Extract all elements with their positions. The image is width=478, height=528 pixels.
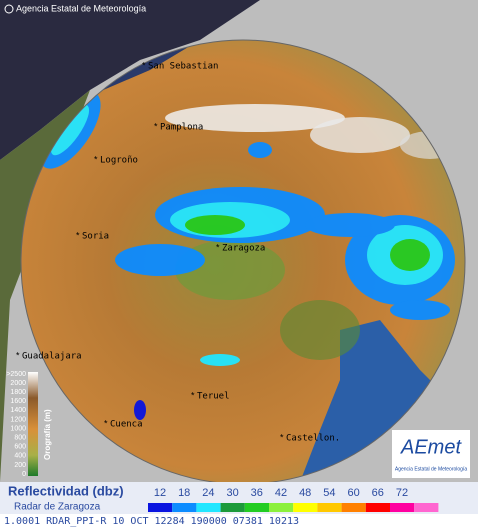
city-marker: * <box>76 230 80 240</box>
legend-swatch <box>414 503 439 512</box>
legend-level: 66 <box>372 487 384 499</box>
legend-subtitle: Radar de Zaragoza <box>14 502 101 513</box>
orography-level: >2500 <box>6 371 26 378</box>
city-label: Logroño <box>100 156 138 166</box>
city-marker: * <box>94 154 98 164</box>
legend-swatch <box>341 503 366 512</box>
legend-level: 60 <box>347 487 359 499</box>
orography-level: 1800 <box>10 389 26 396</box>
legend-swatch <box>148 503 173 512</box>
city-label: Zaragoza <box>222 244 265 254</box>
orography-bar <box>28 372 38 476</box>
orography-level: 200 <box>14 462 26 469</box>
city-label: Pamplona <box>160 123 203 133</box>
logo-box <box>392 430 470 478</box>
logo-brand: AEmet <box>400 436 462 458</box>
legend-title: Reflectividad (dbz) <box>8 483 124 498</box>
city-label: San Sebastian <box>148 62 218 72</box>
legend-swatch <box>365 503 390 512</box>
legend-level: 42 <box>275 487 287 499</box>
legend-swatch <box>244 503 269 512</box>
orography-level: 400 <box>14 453 26 460</box>
legend-level: 72 <box>396 487 408 499</box>
orography-level: 1000 <box>10 425 26 432</box>
city-marker: * <box>191 390 195 400</box>
header-agency: Agencia Estatal de Meteorología <box>16 3 146 13</box>
terrain-outside <box>0 90 90 482</box>
legend-swatch <box>317 503 342 512</box>
footer-line: 1.0001 RDAR_PPI-R 10 OCT 12284 190000 07… <box>4 516 299 527</box>
legend-level: 54 <box>323 487 335 499</box>
orography-level: 800 <box>14 434 26 441</box>
logo-caption: Agencia Estatal de Meteorología <box>395 466 467 472</box>
orography-level: 0 <box>22 471 26 478</box>
legend-level: 18 <box>178 487 190 499</box>
legend-level: 36 <box>251 487 263 499</box>
city-marker: * <box>104 418 108 428</box>
orography-title: Orografía (m) <box>43 409 52 460</box>
footer-bar <box>0 514 478 528</box>
orography-level: 1400 <box>10 407 26 414</box>
sea-north <box>0 0 260 160</box>
legend-swatch <box>293 503 318 512</box>
legend-swatch <box>269 503 294 512</box>
city-marker: * <box>216 242 220 252</box>
header-icon <box>4 4 14 14</box>
city-marker: * <box>142 60 146 70</box>
legend-swatch <box>220 503 245 512</box>
orography-level: 2000 <box>10 380 26 387</box>
city-marker: * <box>280 432 284 442</box>
city-marker: * <box>16 350 20 360</box>
orography-level: 1600 <box>10 398 26 405</box>
legend-swatch <box>196 503 221 512</box>
city-label: Guadalajara <box>22 352 82 362</box>
orography-level: 600 <box>14 444 26 451</box>
legend-swatch <box>390 503 415 512</box>
city-label: Cuenca <box>110 420 143 430</box>
city-marker: * <box>154 121 158 131</box>
city-label: Teruel <box>197 392 230 402</box>
legend-level: 24 <box>202 487 214 499</box>
orography-level: 1200 <box>10 416 26 423</box>
legend-level: 12 <box>154 487 166 499</box>
city-label: Castellon. <box>286 434 340 444</box>
city-label: Soria <box>82 232 109 242</box>
legend-level: 48 <box>299 487 311 499</box>
legend-swatch <box>172 503 197 512</box>
legend-level: 30 <box>226 487 238 499</box>
